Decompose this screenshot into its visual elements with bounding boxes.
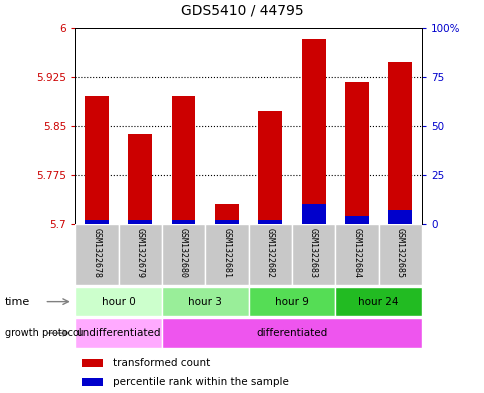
Text: GSM1322679: GSM1322679 <box>136 228 144 278</box>
Text: GDS5410 / 44795: GDS5410 / 44795 <box>181 4 303 18</box>
Bar <box>82 359 103 367</box>
Bar <box>301 204 325 224</box>
Bar <box>171 96 195 224</box>
Text: GSM1322683: GSM1322683 <box>308 228 318 278</box>
Bar <box>85 96 108 224</box>
Bar <box>118 224 162 285</box>
Bar <box>85 220 108 224</box>
Text: percentile rank within the sample: percentile rank within the sample <box>113 377 288 387</box>
Bar <box>128 220 152 224</box>
Text: undifferentiated: undifferentiated <box>76 328 160 338</box>
Bar <box>291 224 334 285</box>
Bar <box>258 111 282 224</box>
Bar <box>248 287 334 316</box>
Bar <box>75 287 162 316</box>
Bar <box>388 210 411 224</box>
Text: hour 0: hour 0 <box>102 297 135 307</box>
Bar <box>162 318 421 348</box>
Text: GSM1322681: GSM1322681 <box>222 228 231 278</box>
Text: hour 24: hour 24 <box>358 297 398 307</box>
Text: GSM1322678: GSM1322678 <box>92 228 101 278</box>
Bar <box>248 224 291 285</box>
Bar <box>205 224 248 285</box>
Bar <box>171 220 195 224</box>
Bar <box>301 39 325 224</box>
Text: differentiated: differentiated <box>256 328 327 338</box>
Text: hour 9: hour 9 <box>274 297 308 307</box>
Bar <box>388 62 411 224</box>
Text: GSM1322682: GSM1322682 <box>265 228 274 278</box>
Bar <box>162 287 248 316</box>
Bar <box>378 224 421 285</box>
Bar <box>82 378 103 386</box>
Bar <box>214 204 238 224</box>
Text: transformed count: transformed count <box>113 358 210 368</box>
Bar <box>214 220 238 224</box>
Text: GSM1322685: GSM1322685 <box>395 228 404 278</box>
Text: time: time <box>5 297 30 307</box>
Bar <box>258 220 282 224</box>
Bar <box>344 82 368 224</box>
Bar <box>334 287 421 316</box>
Text: GSM1322684: GSM1322684 <box>352 228 361 278</box>
Text: GSM1322680: GSM1322680 <box>179 228 188 278</box>
Bar <box>75 224 118 285</box>
Bar <box>128 134 152 224</box>
Bar <box>75 318 162 348</box>
Bar <box>344 216 368 224</box>
Bar <box>162 224 205 285</box>
Text: growth protocol: growth protocol <box>5 328 81 338</box>
Bar <box>334 224 378 285</box>
Text: hour 3: hour 3 <box>188 297 222 307</box>
